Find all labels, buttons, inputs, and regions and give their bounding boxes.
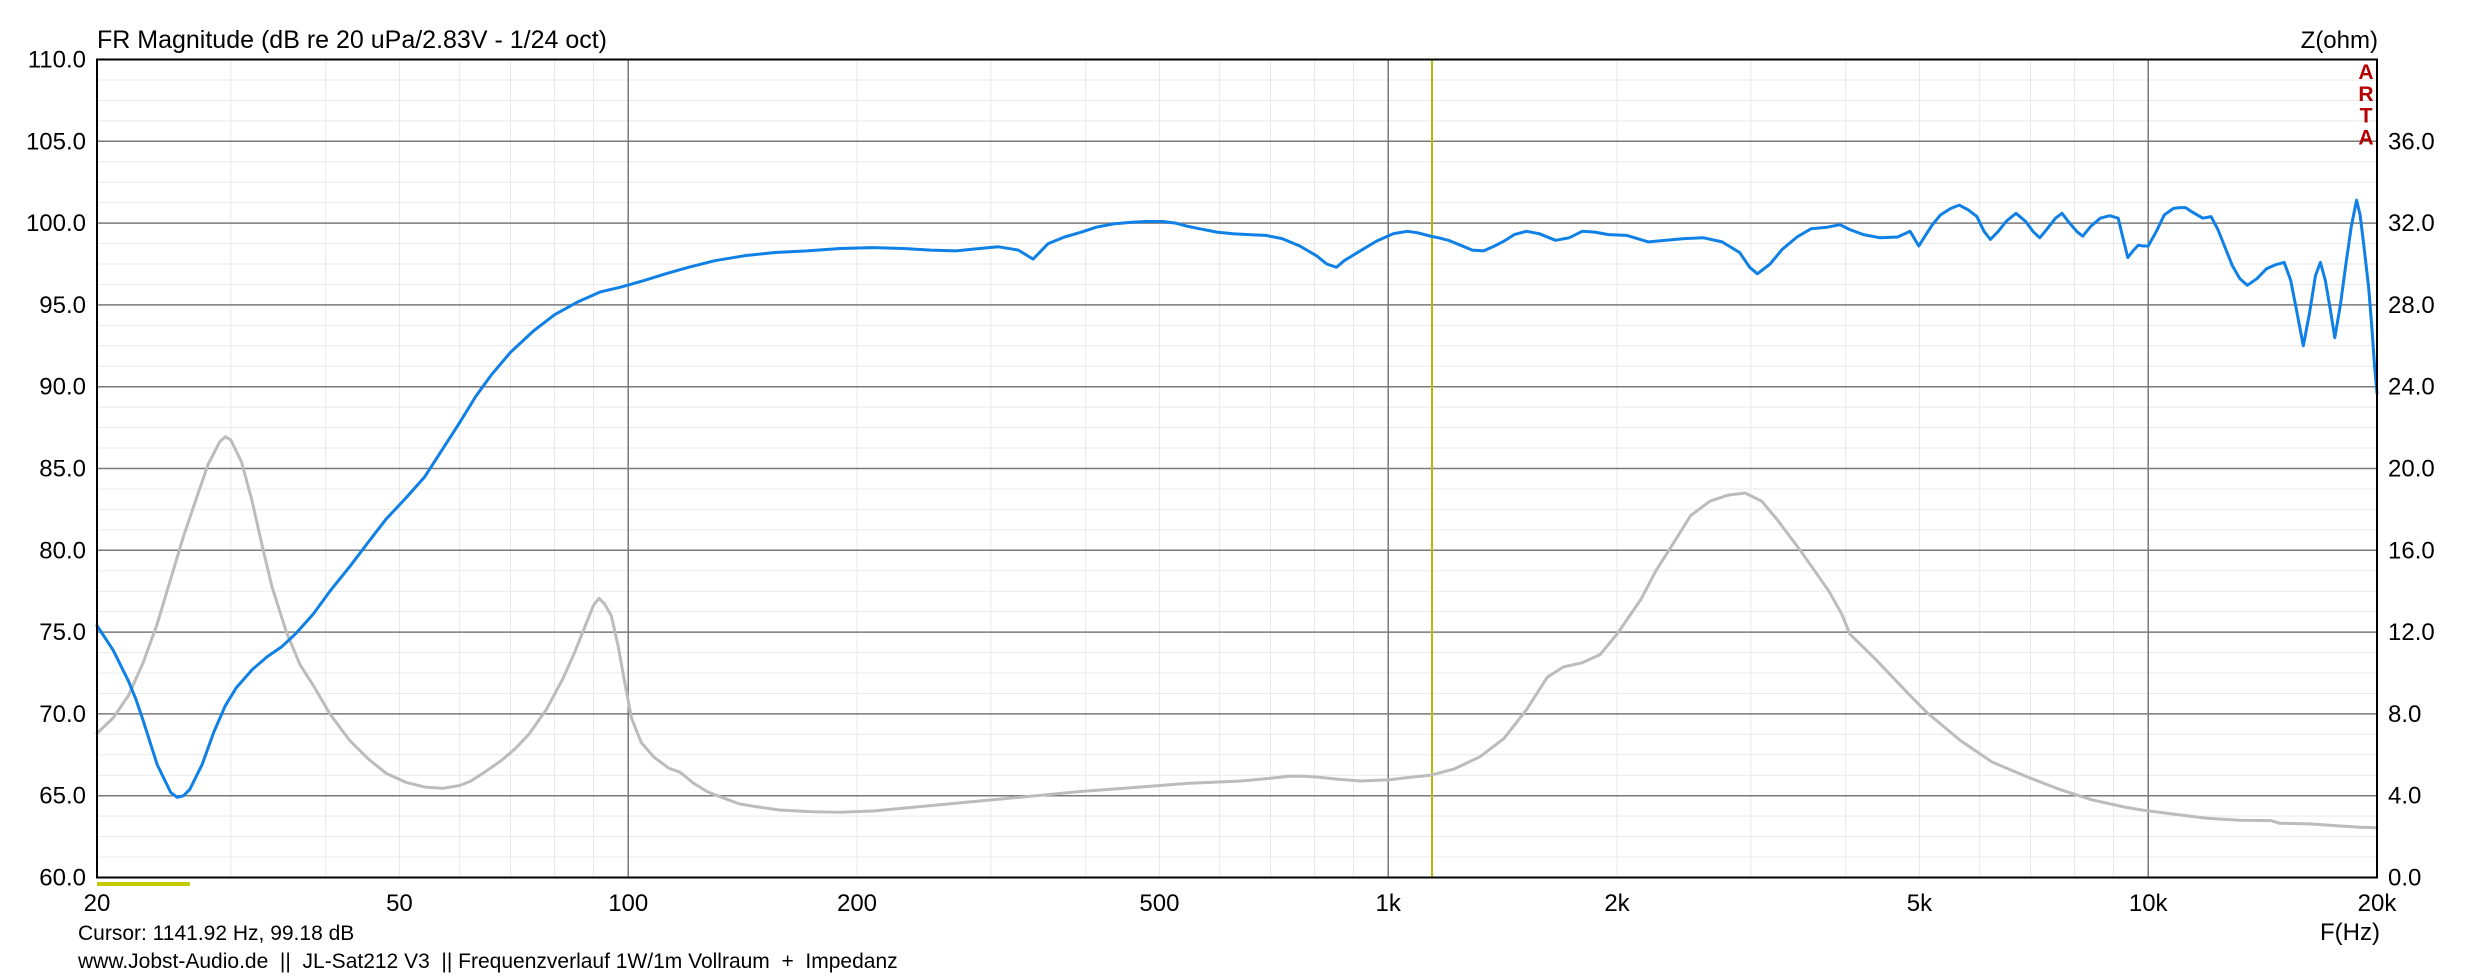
measurement-info-text: www.Jobst-Audio.de || JL-Sat212 V3 || Fr… [78, 950, 898, 973]
y-right-tick-label: 32.0 [2388, 210, 2435, 237]
y-left-tick-label: 75.0 [39, 619, 86, 646]
y-right-tick-label: 0.0 [2388, 865, 2421, 892]
fr-magnitude-curve [95, 198, 2379, 799]
x-tick-label: 20 [84, 890, 111, 917]
x-tick-label: 500 [1139, 890, 1179, 917]
plot-border [96, 58, 2378, 879]
y-right-tick-label: 4.0 [2388, 783, 2421, 810]
y-right-tick-label: 12.0 [2388, 619, 2435, 646]
y-left-tick-label: 95.0 [39, 292, 86, 319]
y-left-tick-label: 90.0 [39, 374, 86, 401]
x-tick-label: 20k [2358, 890, 2398, 917]
x-axis-label: F(Hz) [2320, 919, 2380, 946]
x-tick-label: 200 [837, 890, 877, 917]
right-axis-label: Z(ohm) [2300, 27, 2378, 54]
cursor-readout-text: Cursor: 1141.92 Hz, 99.18 dB [78, 922, 355, 945]
y-right-tick-label: 8.0 [2388, 701, 2421, 728]
x-tick-label: 2k [1604, 890, 1630, 917]
y-right-tick-label: 24.0 [2388, 374, 2435, 401]
x-tick-label: 1k [1376, 890, 1402, 917]
chart-title: FR Magnitude (dB re 20 uPa/2.83V - 1/24 … [97, 26, 607, 54]
y-left-tick-label: 110.0 [28, 47, 86, 74]
y-right-tick-label: 28.0 [2388, 292, 2435, 319]
y-left-tick-label: 100.0 [26, 210, 86, 237]
y-left-tick-label: 80.0 [39, 537, 86, 564]
arta-watermark-letter: A [2358, 61, 2373, 84]
y-left-tick-label: 65.0 [39, 783, 86, 810]
y-right-tick-label: 36.0 [2388, 128, 2435, 155]
y-right-tick-label: 16.0 [2388, 537, 2435, 564]
impedance-curve [95, 435, 2379, 830]
x-tick-label: 5k [1907, 890, 1933, 917]
y-left-tick-label: 105.0 [26, 128, 86, 155]
y-right-tick-label: 20.0 [2388, 456, 2435, 483]
y-left-tick-label: 70.0 [39, 701, 86, 728]
arta-watermark-letter: A [2358, 126, 2373, 149]
x-tick-label: 10k [2129, 890, 2169, 917]
x-tick-label: 50 [386, 890, 413, 917]
y-left-tick-label: 60.0 [39, 865, 86, 892]
arta-watermark-letter: T [2360, 105, 2373, 128]
arta-watermark-letter: R [2358, 83, 2373, 106]
x-tick-label: 100 [608, 890, 648, 917]
y-left-tick-label: 85.0 [39, 456, 86, 483]
